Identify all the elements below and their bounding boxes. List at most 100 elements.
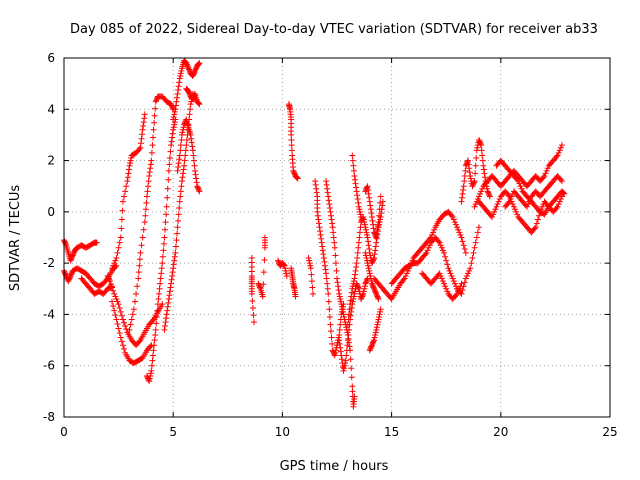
data-point bbox=[168, 280, 175, 287]
data-point bbox=[336, 340, 343, 347]
data-point bbox=[176, 205, 183, 212]
data-point bbox=[560, 189, 567, 196]
data-point bbox=[356, 206, 363, 213]
data-point bbox=[453, 292, 460, 299]
data-point bbox=[464, 158, 471, 165]
data-point bbox=[462, 162, 469, 169]
data-point bbox=[349, 283, 356, 290]
data-point bbox=[556, 147, 563, 154]
data-point bbox=[362, 252, 369, 259]
data-point bbox=[115, 325, 122, 332]
data-point bbox=[144, 188, 151, 195]
data-point bbox=[159, 253, 166, 260]
data-point bbox=[312, 181, 319, 188]
data-point bbox=[352, 176, 359, 183]
data-point bbox=[441, 280, 448, 287]
data-point bbox=[313, 185, 320, 192]
data-point bbox=[448, 212, 455, 219]
data-point bbox=[93, 239, 100, 246]
data-point bbox=[162, 319, 169, 326]
data-point bbox=[478, 142, 485, 149]
data-point bbox=[152, 326, 159, 333]
data-point bbox=[115, 244, 122, 251]
data-point bbox=[336, 293, 343, 300]
data-point bbox=[374, 226, 381, 233]
data-point bbox=[371, 255, 378, 262]
data-point bbox=[325, 197, 332, 204]
y-tick-label: 0 bbox=[47, 205, 55, 219]
data-point bbox=[109, 298, 116, 305]
data-point bbox=[140, 122, 147, 129]
data-point bbox=[517, 183, 524, 190]
data-point bbox=[540, 174, 547, 181]
data-point bbox=[66, 275, 73, 282]
data-point bbox=[147, 372, 154, 379]
data-point bbox=[462, 275, 469, 282]
data-point bbox=[184, 63, 191, 70]
data-point bbox=[437, 242, 444, 249]
data-point bbox=[431, 226, 438, 233]
data-point bbox=[148, 362, 155, 369]
data-point bbox=[560, 190, 567, 197]
data-point bbox=[480, 166, 487, 173]
data-point bbox=[196, 60, 203, 67]
data-point bbox=[423, 249, 430, 256]
data-point bbox=[163, 203, 170, 210]
data-point bbox=[294, 174, 301, 181]
data-point bbox=[334, 279, 341, 286]
data-point bbox=[342, 360, 349, 367]
data-point bbox=[176, 79, 183, 86]
data-point bbox=[372, 233, 379, 240]
data-point bbox=[469, 183, 476, 190]
data-point bbox=[312, 178, 319, 185]
data-point bbox=[123, 183, 130, 190]
data-point bbox=[450, 278, 457, 285]
data-point bbox=[126, 326, 133, 333]
data-point bbox=[532, 224, 539, 231]
data-point bbox=[373, 235, 380, 242]
data-point bbox=[376, 206, 383, 213]
y-tick-label: -4 bbox=[43, 307, 55, 321]
data-point bbox=[462, 167, 469, 174]
data-point bbox=[188, 139, 195, 146]
data-point bbox=[193, 179, 200, 186]
data-point bbox=[466, 267, 473, 274]
data-point bbox=[554, 152, 561, 159]
data-point bbox=[507, 196, 514, 203]
data-point bbox=[491, 208, 498, 215]
data-point bbox=[171, 257, 178, 264]
data-point bbox=[127, 157, 134, 164]
data-point bbox=[362, 188, 369, 195]
data-point bbox=[479, 157, 486, 164]
data-point bbox=[514, 176, 521, 183]
data-point bbox=[196, 101, 203, 108]
data-point bbox=[145, 183, 152, 190]
data-point bbox=[179, 174, 186, 181]
data-point bbox=[317, 231, 324, 238]
data-point bbox=[362, 279, 369, 286]
data-point bbox=[403, 270, 410, 277]
data-point bbox=[166, 292, 173, 299]
data-point bbox=[536, 212, 543, 219]
data-point bbox=[192, 67, 199, 74]
data-point bbox=[375, 316, 382, 323]
data-point bbox=[186, 90, 193, 97]
data-point bbox=[459, 194, 466, 201]
data-point bbox=[142, 212, 149, 219]
data-point bbox=[368, 342, 375, 349]
data-point bbox=[126, 162, 133, 169]
data-point bbox=[329, 220, 336, 227]
data-point bbox=[365, 187, 372, 194]
data-point bbox=[308, 271, 315, 278]
data-point bbox=[350, 167, 357, 174]
data-point bbox=[135, 275, 142, 282]
axis-ticks bbox=[63, 57, 611, 418]
data-point bbox=[186, 89, 193, 96]
data-point bbox=[340, 367, 347, 374]
data-point bbox=[117, 234, 124, 241]
data-point bbox=[327, 328, 334, 335]
data-point bbox=[134, 283, 141, 290]
data-point bbox=[342, 357, 349, 364]
data-point bbox=[195, 61, 202, 68]
data-point bbox=[260, 281, 267, 288]
